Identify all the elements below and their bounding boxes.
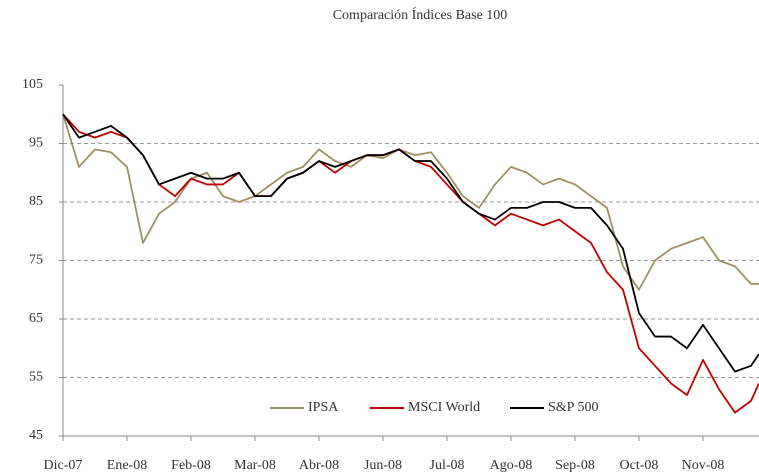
y-tick-label: 85 bbox=[29, 194, 43, 209]
x-tick-label: Oct-08 bbox=[620, 458, 659, 473]
x-tick-label: Nov-08 bbox=[682, 458, 725, 473]
series-line bbox=[62, 113, 759, 291]
x-tick-label: Jul-08 bbox=[430, 458, 465, 473]
x-tick-label: Jun-08 bbox=[364, 458, 402, 473]
x-tick-label: Sep-08 bbox=[555, 458, 595, 473]
y-tick-label: 95 bbox=[29, 136, 43, 151]
y-tick-label: 45 bbox=[29, 428, 43, 443]
y-tick-label: 75 bbox=[29, 253, 43, 268]
x-tick-label: Ene-08 bbox=[107, 458, 147, 473]
y-tick-label: 105 bbox=[22, 77, 43, 92]
series-line bbox=[62, 113, 759, 373]
x-tick-label: Abr-08 bbox=[299, 458, 339, 473]
x-tick-label: Ago-08 bbox=[490, 458, 533, 473]
legend-label: IPSA bbox=[308, 400, 339, 415]
x-tick-label: Feb-08 bbox=[171, 458, 211, 473]
x-tick-label: Dic-07 bbox=[44, 458, 83, 473]
legend-label: S&P 500 bbox=[548, 400, 598, 415]
y-tick-label: 65 bbox=[29, 311, 43, 326]
chart-title: Comparación Índices Base 100 bbox=[333, 6, 508, 23]
y-tick-label: 55 bbox=[29, 370, 43, 385]
x-tick-label: Mar-08 bbox=[234, 458, 276, 473]
legend-label: MSCI World bbox=[408, 400, 480, 415]
